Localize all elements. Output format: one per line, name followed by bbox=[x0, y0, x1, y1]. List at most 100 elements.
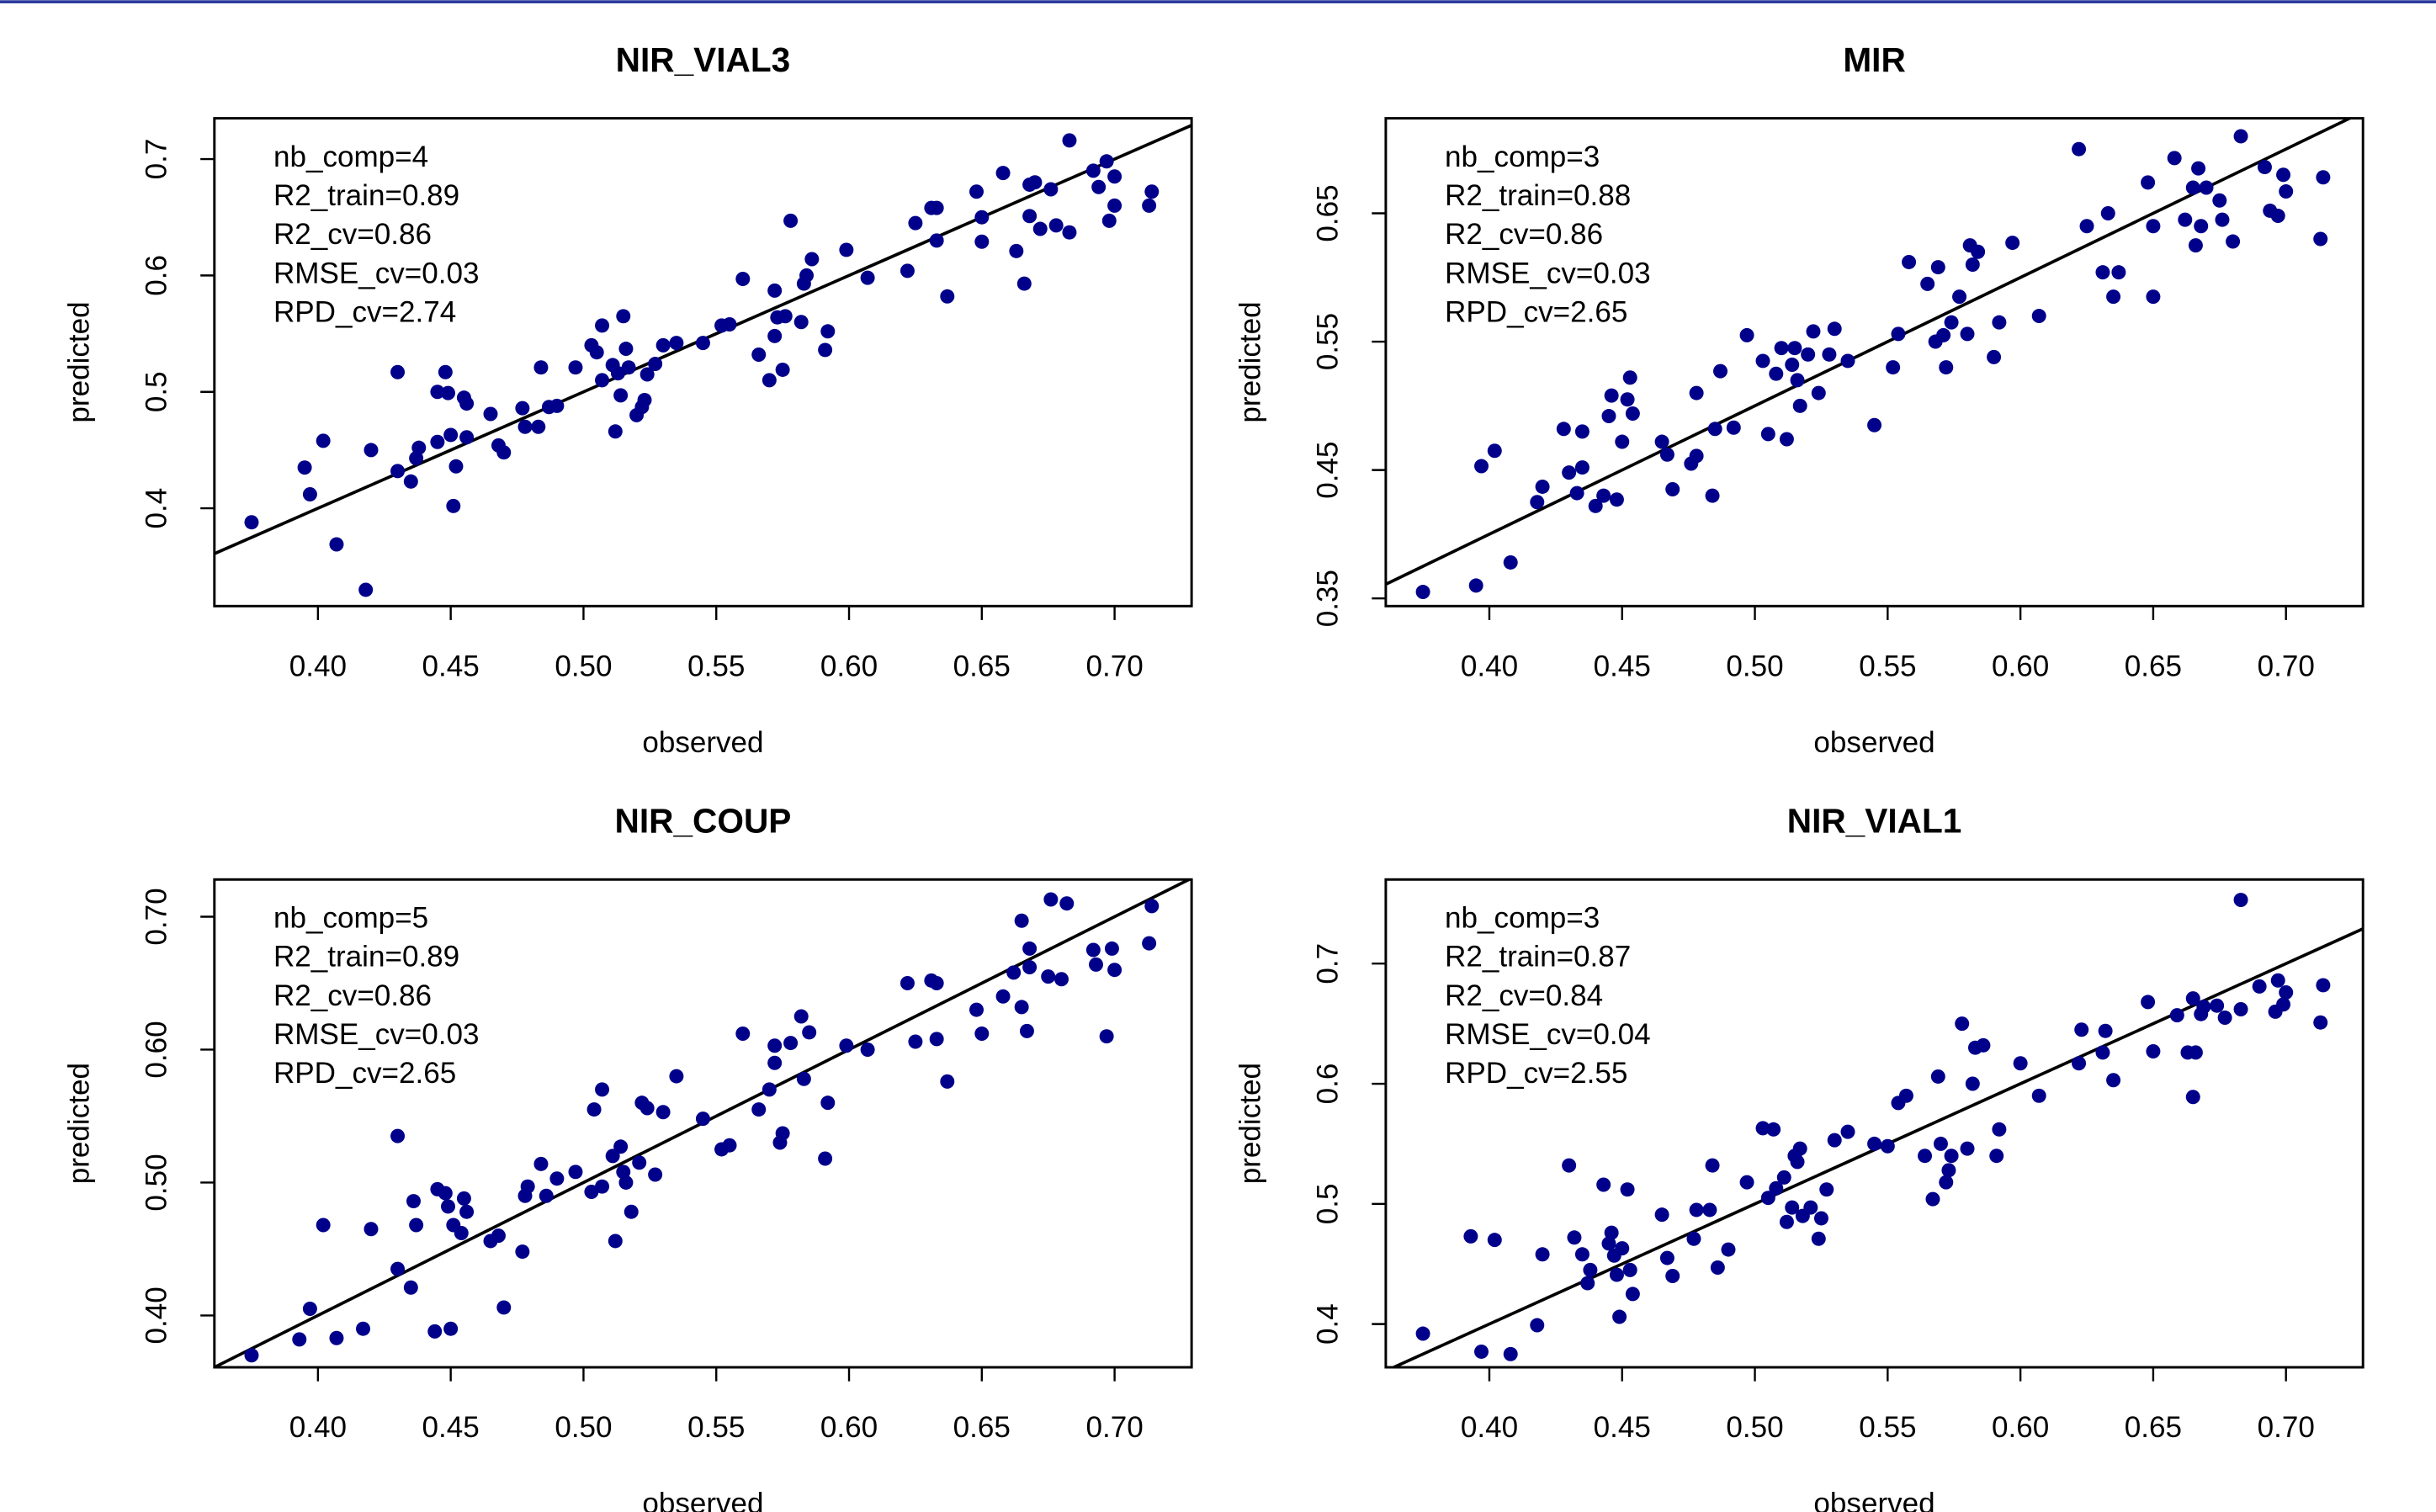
point bbox=[1721, 1242, 1736, 1257]
point bbox=[995, 166, 1011, 181]
point bbox=[2199, 180, 2214, 195]
point bbox=[1654, 1207, 1669, 1223]
point bbox=[1596, 1177, 1611, 1192]
point bbox=[1474, 1344, 1489, 1359]
panel-title: NIR_VIAL3 bbox=[616, 40, 791, 79]
point bbox=[2279, 184, 2294, 199]
point bbox=[520, 1179, 535, 1194]
plot-frame bbox=[1384, 117, 2364, 607]
point bbox=[778, 309, 793, 324]
point bbox=[2146, 1043, 2161, 1058]
x-tick-label: 0.40 bbox=[289, 1411, 347, 1444]
point bbox=[1588, 498, 1603, 513]
x-tick-label: 0.45 bbox=[1594, 650, 1651, 682]
point bbox=[411, 440, 427, 455]
point bbox=[1806, 324, 1821, 339]
x-tick-label: 0.40 bbox=[1461, 1411, 1518, 1444]
x-axis-label: observed bbox=[1813, 1488, 1934, 1512]
point bbox=[1776, 1170, 1791, 1185]
top-border bbox=[0, 0, 2436, 3]
point bbox=[613, 388, 629, 403]
point bbox=[1665, 1269, 1680, 1283]
point bbox=[589, 345, 604, 360]
point bbox=[2106, 289, 2121, 305]
point bbox=[1022, 209, 1038, 224]
y-tick-label: 0.4 bbox=[141, 488, 173, 529]
point bbox=[735, 1027, 751, 1042]
point bbox=[2072, 141, 2087, 157]
point bbox=[1089, 957, 1103, 972]
y-axis-label: predicted bbox=[62, 301, 95, 422]
point bbox=[595, 373, 610, 388]
point bbox=[2191, 161, 2206, 176]
point bbox=[793, 315, 809, 330]
point bbox=[1689, 1202, 1704, 1218]
point bbox=[767, 1055, 783, 1070]
annotation: nb_comp=3 bbox=[1445, 141, 1600, 173]
point bbox=[1142, 198, 1157, 213]
point bbox=[1898, 1088, 1913, 1103]
annotation: RPD_cv=2.65 bbox=[1445, 295, 1627, 328]
point bbox=[1415, 585, 1430, 600]
x-tick-label: 0.65 bbox=[2125, 650, 2182, 682]
point bbox=[974, 210, 990, 225]
point bbox=[496, 1300, 512, 1315]
y-tick-label: 0.55 bbox=[1312, 313, 1345, 370]
point bbox=[1580, 1276, 1595, 1291]
point bbox=[1062, 133, 1077, 148]
point bbox=[1930, 260, 1945, 275]
points bbox=[1415, 129, 2331, 600]
point bbox=[2079, 219, 2094, 234]
point bbox=[2095, 265, 2110, 280]
point bbox=[2270, 973, 2285, 988]
point bbox=[1104, 941, 1119, 956]
point bbox=[669, 336, 684, 351]
point bbox=[2233, 1002, 2248, 1016]
point bbox=[1006, 965, 1022, 980]
point bbox=[316, 1218, 331, 1233]
point bbox=[818, 342, 833, 358]
point bbox=[793, 1009, 809, 1024]
point bbox=[608, 1233, 623, 1249]
point bbox=[1487, 443, 1502, 459]
point bbox=[1827, 1133, 1842, 1148]
panel: MIR observed predicted 0.40 0.45 0.50 0.55 0.60… bbox=[1234, 40, 2364, 759]
point bbox=[616, 309, 631, 324]
point bbox=[1107, 963, 1122, 978]
point bbox=[1665, 482, 1680, 496]
y-axis-label: predicted bbox=[1234, 1063, 1266, 1184]
y-tick-label: 0.60 bbox=[141, 1021, 173, 1078]
point bbox=[1779, 432, 1794, 447]
x-tick-label: 0.45 bbox=[422, 1411, 480, 1444]
point bbox=[974, 1027, 990, 1042]
point bbox=[2005, 236, 2020, 251]
plot-frame bbox=[1384, 878, 2364, 1369]
x-tick-label: 0.50 bbox=[1726, 1411, 1783, 1444]
point bbox=[531, 419, 546, 434]
point bbox=[2188, 1045, 2203, 1060]
points bbox=[244, 133, 1160, 597]
point bbox=[459, 1204, 475, 1219]
point bbox=[1027, 175, 1043, 190]
x-tick-label: 0.50 bbox=[555, 650, 612, 682]
point bbox=[1790, 1154, 1805, 1170]
point bbox=[1960, 326, 1975, 342]
point bbox=[1556, 422, 1571, 437]
point bbox=[1705, 488, 1720, 503]
point bbox=[2185, 991, 2200, 1006]
point bbox=[1144, 899, 1160, 914]
annotation: RPD_cv=2.55 bbox=[1445, 1057, 1627, 1090]
x-tick-label: 0.60 bbox=[1992, 1411, 2049, 1444]
point bbox=[1930, 1069, 1945, 1084]
point bbox=[1474, 459, 1489, 474]
annotation: RMSE_cv=0.03 bbox=[1445, 257, 1651, 289]
y-tick-label: 0.6 bbox=[141, 255, 173, 296]
point bbox=[2146, 289, 2161, 305]
panel-title: NIR_COUP bbox=[615, 802, 792, 841]
point bbox=[1596, 488, 1611, 503]
point bbox=[1574, 460, 1590, 475]
y-tick-label: 0.7 bbox=[141, 139, 173, 180]
point bbox=[1992, 1122, 2007, 1137]
point bbox=[1091, 179, 1107, 194]
point bbox=[441, 1199, 455, 1214]
